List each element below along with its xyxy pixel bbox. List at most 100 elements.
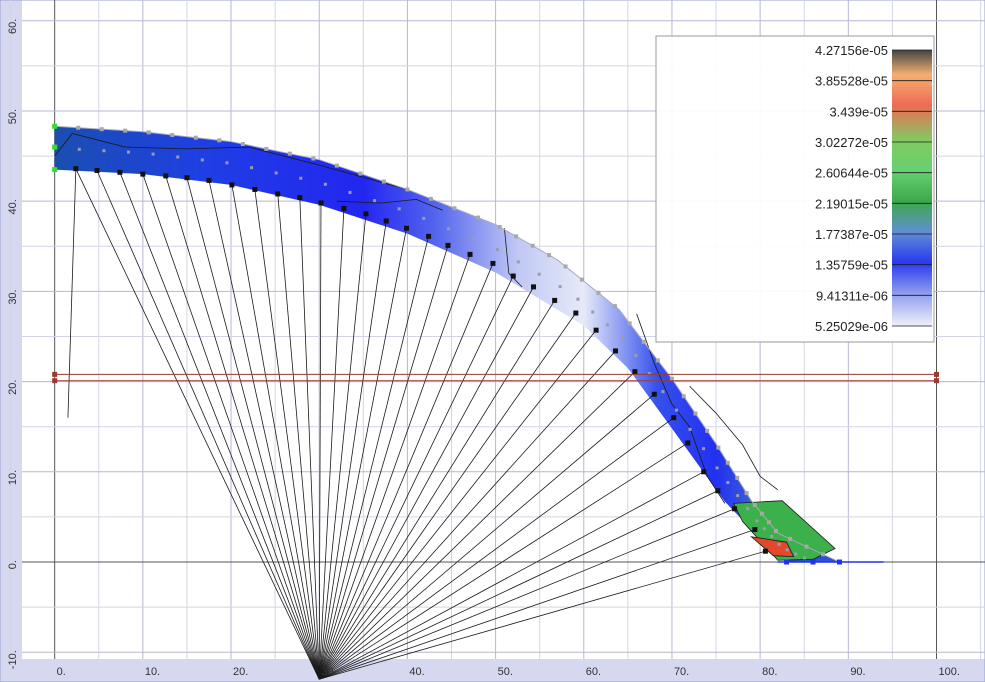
slip-line-node (297, 195, 303, 201)
slip-line (186, 177, 320, 680)
mesh-node (735, 475, 740, 480)
mesh-node (596, 290, 601, 295)
mesh-node (774, 528, 779, 533)
slip-surface-lines (67, 166, 768, 680)
colorbar-label: 4.27156e-05 (815, 43, 888, 58)
colorbar (892, 50, 932, 326)
slip-line (318, 245, 449, 680)
mesh-node (752, 503, 757, 508)
slip-line (75, 168, 320, 680)
mesh-node (381, 179, 386, 184)
slip-line-node (404, 225, 410, 231)
slip-line-node (510, 273, 516, 279)
slip-line (318, 286, 534, 680)
slip-line (318, 329, 597, 680)
mesh-node (661, 390, 665, 394)
mesh-node (334, 163, 339, 168)
mesh-node (746, 507, 750, 511)
mesh-node (725, 460, 730, 465)
slip-line-node (467, 251, 473, 257)
mesh-node (563, 264, 568, 269)
slip-line (318, 393, 655, 680)
colorbar-label: 3.02272e-05 (815, 135, 888, 150)
slip-line-node (715, 488, 721, 494)
slip-line-node (341, 205, 347, 211)
slip-line (318, 208, 345, 680)
colorbar-label: 2.60644e-05 (815, 166, 888, 181)
slip-line (318, 350, 616, 680)
contour-isoline (636, 313, 726, 504)
mesh-node (759, 511, 764, 516)
x-axis-ticks: 0. 10. 20. 30. 40. 50. 60. 70. 80. 90. 100. (57, 666, 960, 678)
mesh-node (348, 190, 352, 194)
mesh-node (705, 428, 710, 433)
mesh-node (766, 520, 771, 525)
mesh-node (358, 171, 363, 176)
colorbar-label: 9.41311e-06 (816, 288, 888, 303)
mesh-node (127, 150, 131, 154)
mesh-node (641, 339, 646, 344)
slip-line (142, 173, 320, 680)
mesh-node (634, 353, 638, 357)
slip-line-node (613, 348, 619, 354)
y-tick-label: 0. (7, 560, 19, 569)
colorbar-label: 3.439e-05 (829, 104, 888, 119)
x-tick-label: 90. (850, 666, 865, 678)
slip-line-node (140, 171, 146, 177)
x-tick-label: 80. (762, 666, 777, 678)
slip-line (208, 180, 320, 680)
x-axis-strip (0, 659, 985, 682)
slip-line (318, 371, 636, 680)
mesh-node (76, 125, 81, 130)
mesh-node (471, 237, 475, 241)
slip-line (318, 220, 387, 680)
mesh-node (715, 466, 719, 470)
slip-line-node (94, 168, 100, 173)
slip-line-node (117, 169, 123, 175)
slip-line (318, 236, 429, 680)
slip-line (318, 300, 556, 680)
mesh-node (274, 171, 278, 175)
slip-line-node (762, 548, 768, 554)
mesh-node (516, 260, 520, 264)
slip-line-node (701, 469, 707, 475)
slip-line (165, 175, 320, 680)
x-tick-label: 70. (674, 666, 689, 678)
slip-line (318, 213, 367, 680)
mesh-node (514, 234, 519, 239)
x-tick-label: 60. (586, 666, 601, 678)
y-tick-label: -10. (7, 650, 19, 669)
mesh-node (620, 336, 624, 340)
mesh-node (452, 206, 457, 211)
mesh-node (176, 155, 180, 159)
slip-line (119, 172, 320, 680)
slip-line (67, 168, 77, 418)
contour-isoline (689, 385, 779, 491)
slip-line (319, 490, 718, 680)
slip-line-node (671, 415, 677, 421)
mesh-node (323, 182, 327, 186)
mesh-node (762, 527, 766, 531)
slip-line-node (490, 260, 496, 266)
mesh-node (299, 176, 303, 180)
mesh-node (605, 323, 609, 327)
mesh-node (655, 358, 660, 363)
boundary-node (52, 123, 58, 129)
y-tick-label: 50. (7, 109, 19, 124)
toe-node (784, 559, 790, 565)
mesh-node (99, 127, 104, 132)
mesh-node (495, 248, 499, 252)
boundary-node (52, 167, 58, 173)
mesh-node (547, 253, 552, 258)
slip-line-node (206, 177, 212, 183)
slip-line (318, 254, 471, 680)
mesh-node (647, 371, 651, 375)
mesh-node (693, 411, 698, 416)
slip-line-node (552, 297, 558, 303)
support-node (933, 371, 939, 377)
slip-line-node (318, 200, 324, 206)
mesh-node (716, 445, 721, 450)
slip-line (318, 228, 407, 680)
slip-line-node (651, 391, 657, 397)
mesh-node (755, 519, 759, 523)
